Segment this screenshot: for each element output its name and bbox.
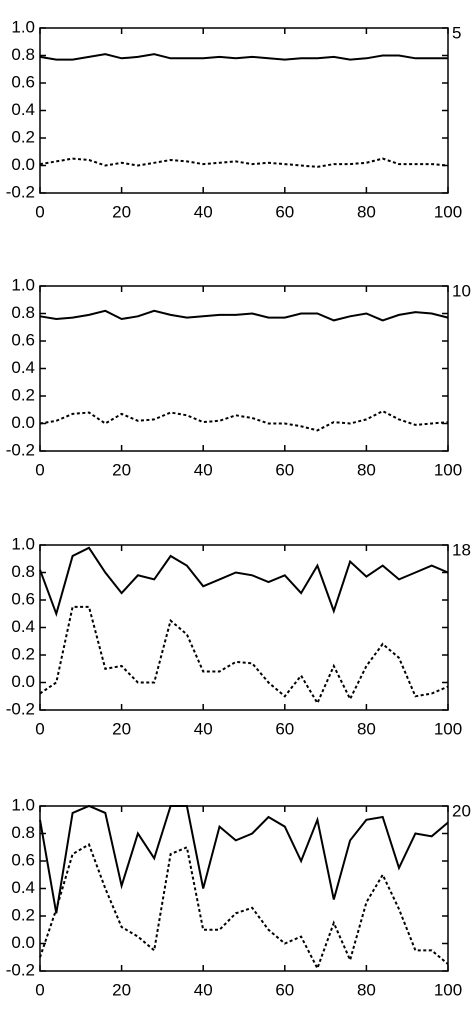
y-tick-label: 0.0 xyxy=(11,155,35,174)
y-tick-label: 0.2 xyxy=(11,385,35,404)
y-tick-label: 0.6 xyxy=(11,850,35,869)
y-tick-label: 0.2 xyxy=(11,644,35,663)
y-tick-label: 0.2 xyxy=(11,127,35,146)
x-tick-label: 80 xyxy=(357,719,376,738)
series-line xyxy=(39,53,448,61)
x-tick-label: 40 xyxy=(194,980,213,999)
plot-frame xyxy=(39,27,449,194)
y-tick-label: 1.0 xyxy=(11,275,35,294)
series-line xyxy=(39,409,449,432)
x-tick-label: 20 xyxy=(112,719,131,738)
y-tick-label: 0.0 xyxy=(11,933,35,952)
x-tick-label: 60 xyxy=(275,202,294,221)
x-tick-label: 80 xyxy=(357,460,376,479)
x-tick-label: 20 xyxy=(112,202,131,221)
x-tick-label: 100 xyxy=(434,460,462,479)
x-tick-label: 0 xyxy=(35,980,44,999)
y-tick-label: 0.0 xyxy=(11,413,35,432)
series-line xyxy=(39,309,449,322)
y-tick-label: 0.4 xyxy=(11,358,35,377)
series-line xyxy=(39,546,449,618)
series-line xyxy=(39,843,449,971)
x-tick-label: 20 xyxy=(112,460,131,479)
x-tick-label: 60 xyxy=(275,719,294,738)
y-tick-label: -0.2 xyxy=(6,960,35,979)
y-tick-label: 0.4 xyxy=(11,878,35,897)
y-tick-label: 0.6 xyxy=(11,330,35,349)
y-tick-label: 0.8 xyxy=(11,562,35,581)
y-tick-label: 0.6 xyxy=(11,72,35,91)
y-tick-label: 0.8 xyxy=(11,45,35,64)
y-tick-label: -0.2 xyxy=(6,440,35,459)
y-tick-label: 0.6 xyxy=(11,589,35,608)
x-tick-label: 0 xyxy=(35,202,44,221)
y-tick-label: 0.8 xyxy=(11,823,35,842)
y-tick-label: 0.8 xyxy=(11,303,35,322)
x-tick-label: 100 xyxy=(434,980,462,999)
y-tick-label: 0.2 xyxy=(11,905,35,924)
x-tick-label: 60 xyxy=(275,980,294,999)
x-tick-label: 60 xyxy=(275,460,294,479)
x-tick-label: 40 xyxy=(194,202,213,221)
panel-label: 18 xyxy=(452,540,471,559)
y-tick-label: -0.2 xyxy=(6,699,35,718)
y-tick-label: 1.0 xyxy=(11,17,35,36)
series-line xyxy=(39,804,449,914)
x-tick-label: 80 xyxy=(357,202,376,221)
x-tick-label: 20 xyxy=(112,980,131,999)
x-tick-label: 100 xyxy=(434,719,462,738)
y-tick-label: 0.0 xyxy=(11,672,35,691)
series-line xyxy=(39,157,449,168)
panel-label: 5 xyxy=(452,23,461,42)
y-tick-label: 1.0 xyxy=(11,795,35,814)
panel-label: 20 xyxy=(452,801,471,820)
x-tick-label: 80 xyxy=(357,980,376,999)
y-tick-label: 0.4 xyxy=(11,100,35,119)
y-tick-label: 0.4 xyxy=(11,617,35,636)
y-tick-label: -0.2 xyxy=(6,182,35,201)
series-line xyxy=(39,605,449,706)
y-tick-label: 1.0 xyxy=(11,534,35,553)
panel-label: 10 xyxy=(452,281,471,300)
x-tick-label: 40 xyxy=(194,719,213,738)
x-tick-label: 0 xyxy=(35,460,44,479)
x-tick-label: 0 xyxy=(35,719,44,738)
x-tick-label: 40 xyxy=(194,460,213,479)
x-tick-label: 100 xyxy=(434,202,462,221)
plot-frame xyxy=(39,285,449,452)
